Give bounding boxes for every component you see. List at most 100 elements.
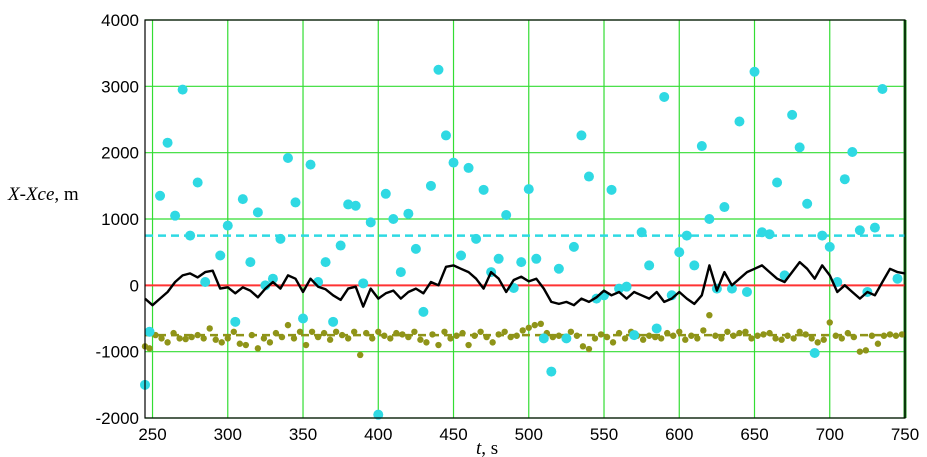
cyan-point <box>403 208 414 219</box>
olive-point <box>778 336 785 343</box>
cyan-point <box>892 273 903 284</box>
y-tick-label: 0 <box>130 276 139 295</box>
olive-point <box>489 339 496 346</box>
x-tick-label: 550 <box>590 425 618 444</box>
olive-point <box>766 329 773 337</box>
cyan-point <box>237 194 248 205</box>
cyan-point <box>847 147 858 158</box>
olive-point <box>844 329 852 337</box>
olive-point <box>224 335 231 342</box>
olive-point <box>868 332 876 339</box>
cyan-point <box>365 217 376 228</box>
cyan-point <box>456 250 467 261</box>
cyan-point <box>200 277 211 288</box>
olive-point <box>296 328 304 335</box>
olive-point <box>465 341 472 349</box>
x-axis-label: t, s <box>476 438 498 457</box>
cyan-point <box>516 257 527 268</box>
olive-point <box>248 331 256 339</box>
olive-point <box>724 328 731 335</box>
cyan-point <box>583 171 594 182</box>
cyan-point <box>320 257 331 268</box>
olive-point <box>254 345 262 352</box>
cyan-point <box>418 306 429 317</box>
cyan-point <box>305 159 316 170</box>
olive-point <box>856 348 864 355</box>
olive-point <box>892 332 900 339</box>
y-tick-label: -1000 <box>96 343 139 362</box>
cyan-point <box>787 109 798 120</box>
cyan-point <box>388 214 399 224</box>
olive-point <box>320 329 328 337</box>
olive-point <box>164 339 171 346</box>
y-axis-label: X-Xce, m <box>7 184 79 205</box>
x-tick-label: 650 <box>740 425 768 444</box>
olive-point <box>218 339 225 346</box>
cyan-point <box>741 286 752 297</box>
cyan-point <box>817 230 828 241</box>
olive-point <box>784 332 791 339</box>
olive-point <box>651 333 659 341</box>
olive-point <box>441 328 448 335</box>
olive-point <box>796 328 803 335</box>
y-tick-label: 1000 <box>101 210 139 229</box>
plot-frame <box>144 19 906 419</box>
olive-point <box>591 335 599 342</box>
olive-point <box>549 333 557 341</box>
olive-point <box>706 311 713 319</box>
olive-point <box>585 345 593 353</box>
olive-point <box>886 331 894 338</box>
olive-point <box>525 324 532 331</box>
olive-point <box>266 339 274 346</box>
olive-point <box>338 331 346 339</box>
cyan-point <box>267 273 278 284</box>
olive-point <box>344 335 352 342</box>
olive-point <box>832 332 839 339</box>
olive-point <box>170 329 177 337</box>
cyan-point <box>877 83 888 94</box>
olive-point <box>772 335 779 342</box>
olive-point <box>736 329 743 337</box>
olive-point <box>814 339 821 346</box>
cyan-point <box>425 180 436 191</box>
cyan-point <box>561 333 572 344</box>
olive-point <box>603 333 611 341</box>
cyan-point <box>531 253 542 264</box>
olive-point <box>820 336 827 343</box>
cyan-point <box>298 313 309 324</box>
grid <box>145 19 907 419</box>
olive-point <box>405 333 412 341</box>
olive-point <box>670 332 677 339</box>
x-tick-labels: 250 300 350 400 450 500 550 600 650 700 750 <box>138 425 919 444</box>
cyan-point <box>471 233 482 244</box>
olive-point <box>188 333 195 341</box>
olive-point <box>730 332 737 339</box>
cyan-point <box>493 253 504 264</box>
cyan-point <box>674 247 685 258</box>
olive-point <box>417 336 424 343</box>
cyan-point <box>809 347 820 358</box>
olive-point <box>447 335 454 342</box>
cyan-point <box>824 241 835 252</box>
cyan-point <box>463 162 474 173</box>
cyan-point <box>335 240 346 251</box>
x-tick-label: 750 <box>891 425 919 444</box>
olive-point <box>326 336 334 343</box>
cyan-point <box>358 278 369 289</box>
olive-point <box>158 335 165 342</box>
olive-point <box>435 341 442 349</box>
cyan-point <box>734 116 745 127</box>
olive-point <box>531 321 538 329</box>
cyan-point <box>282 152 293 163</box>
y-tick-label: -2000 <box>96 409 139 428</box>
cyan-point <box>606 184 617 195</box>
olive-point <box>802 331 809 338</box>
y-tick-label: 2000 <box>101 144 139 163</box>
cyan-point <box>757 227 768 238</box>
olive-point <box>664 329 671 337</box>
x-tick-label: 450 <box>439 425 467 444</box>
olive-point <box>260 335 268 342</box>
cyan-point <box>380 188 391 199</box>
x-tick-label: 250 <box>138 425 166 444</box>
